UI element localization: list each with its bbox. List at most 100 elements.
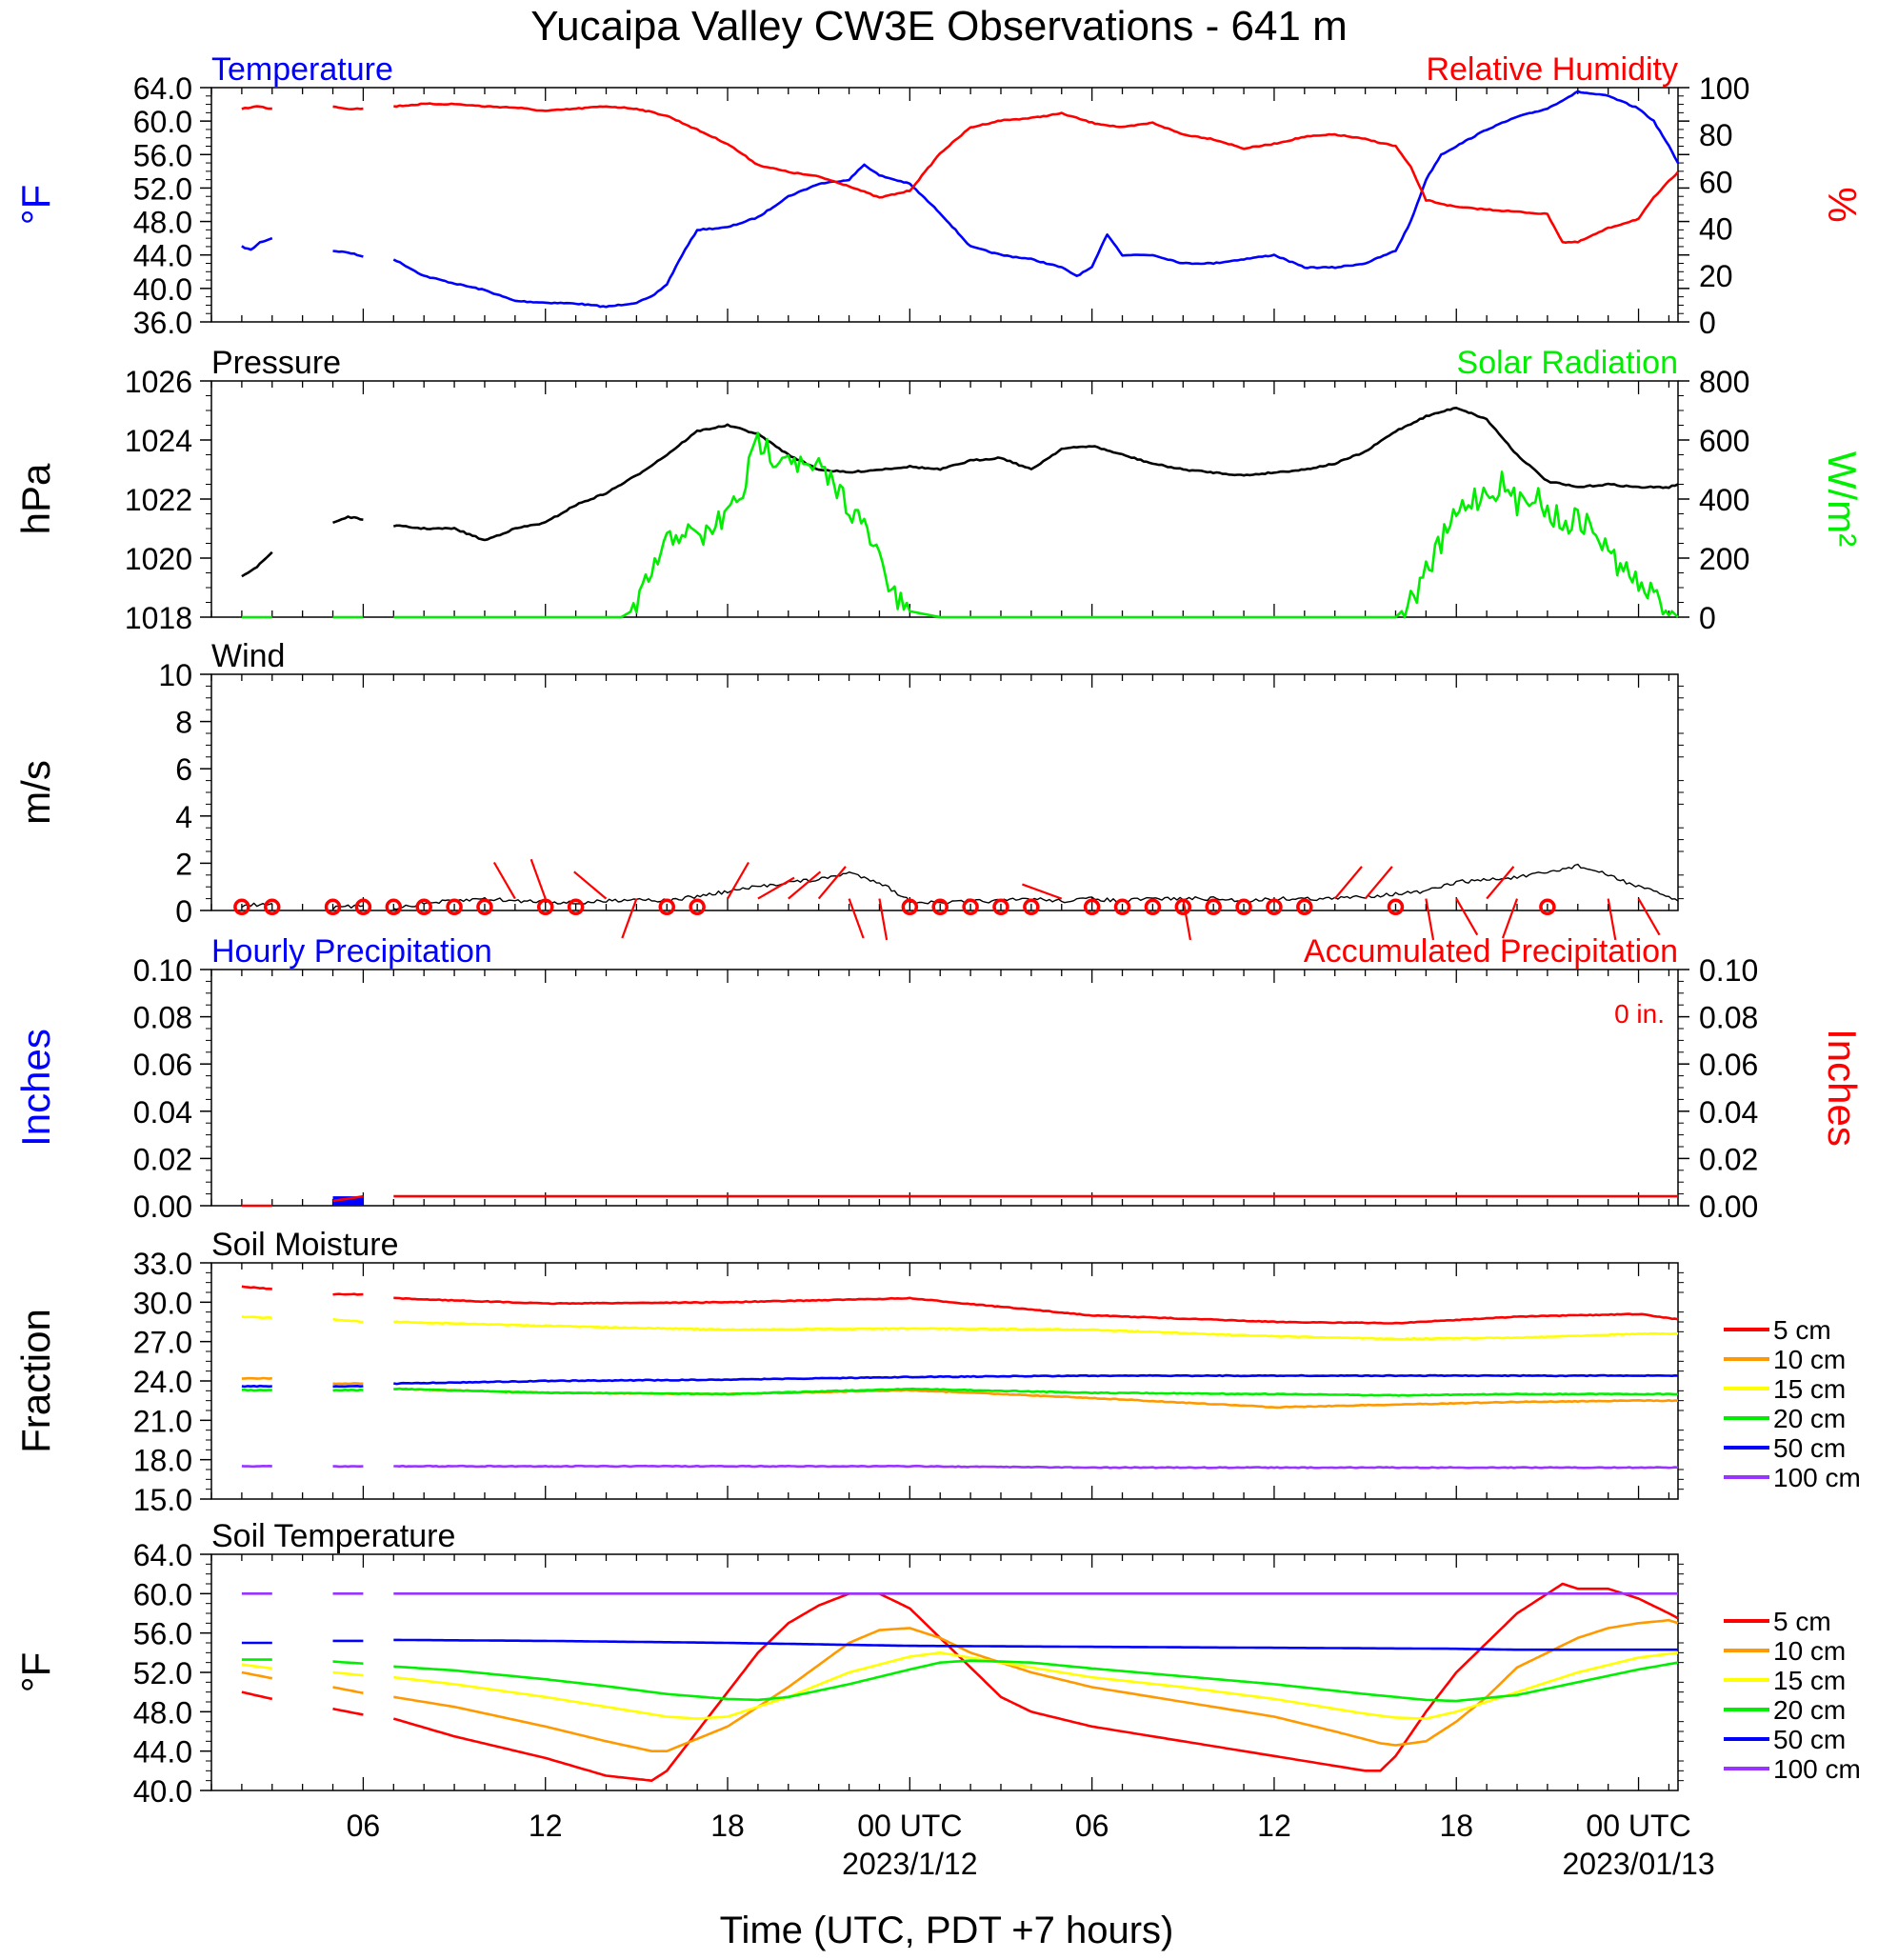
panel-frame — [210, 87, 1679, 323]
calm-wind-marker — [567, 898, 585, 916]
legend-label: 50 cm — [1773, 1725, 1846, 1754]
series-soil_temperature-5cm-seg2 — [392, 1582, 1679, 1782]
y-tick-label-left: 2 — [175, 847, 192, 881]
series-soil_moisture-20cm-seg2 — [393, 1387, 1679, 1397]
panel-frame — [210, 673, 1679, 911]
y-tick-label-right: 600 — [1699, 424, 1749, 458]
y-axis-label-left: °F — [13, 1652, 58, 1692]
calm-wind-marker — [1387, 898, 1405, 916]
calm-wind-marker — [536, 898, 554, 916]
wind-barb — [1486, 866, 1515, 900]
y-tick-label-left: 0.00 — [133, 1190, 192, 1224]
series-temperature_rh-0-seg1 — [332, 250, 364, 258]
y-axis-label-left: hPa — [13, 463, 58, 534]
panel-title-right: Relative Humidity — [1426, 51, 1678, 88]
series-soil_temperature-20cm-seg2 — [393, 1659, 1679, 1703]
panels: 64.060.056.052.048.044.040.036.010080604… — [13, 51, 1865, 1809]
wind-barb — [1022, 883, 1063, 900]
legend-label: 15 cm — [1773, 1666, 1846, 1695]
y-tick-label-left: 1018 — [125, 601, 192, 635]
series-soil_temperature-50cm-seg2 — [393, 1638, 1678, 1651]
series-soil_moisture-5cm-seg1 — [332, 1292, 364, 1296]
y-tick-label-left: 1026 — [125, 365, 192, 399]
x-tick-label: 06 — [1075, 1809, 1109, 1843]
calm-wind-marker — [1205, 898, 1222, 916]
calm-wind-marker — [385, 898, 403, 916]
series-precipitation-0-seg1 — [332, 1194, 364, 1203]
legend-label: 5 cm — [1773, 1315, 1831, 1345]
y-tick-label-left: 40.0 — [133, 272, 192, 307]
calm-wind-marker — [962, 898, 979, 916]
panel-precipitation: 0.10 0.08 0.06 0.04 0.02 0.00 0.10 0.08 0.06 0.04… — [13, 933, 1865, 1224]
x-tick-label: 00 UTC — [1586, 1809, 1690, 1843]
legend-label: 10 cm — [1773, 1345, 1846, 1374]
series-soil_moisture-5cm-seg0 — [241, 1285, 272, 1290]
y-tick-label-right: 0.06 — [1699, 1048, 1758, 1082]
wind-barb — [529, 858, 547, 899]
y-tick-label-left: 48.0 — [133, 206, 192, 240]
calm-wind-marker — [1266, 898, 1283, 916]
x-tick-label: 12 — [529, 1809, 563, 1843]
panel-title-left: Soil Temperature — [211, 1518, 455, 1554]
calm-wind-marker — [415, 898, 432, 916]
y-tick-label-left: 52.0 — [133, 1656, 192, 1690]
x-tick-label: 18 — [1439, 1809, 1473, 1843]
y-tick-label-left: 33.0 — [133, 1247, 192, 1281]
series-soil_temperature-10cm-seg2 — [393, 1618, 1679, 1752]
y-tick-label-left: 10 — [158, 658, 192, 692]
series-pressure_solar-0-seg1 — [332, 515, 364, 525]
calm-wind-marker — [992, 898, 1009, 916]
y-tick-label-left: 4 — [175, 800, 192, 834]
series-soil_moisture-100cm-seg0 — [241, 1465, 272, 1469]
calm-wind-marker — [476, 898, 493, 916]
legend-label: 5 cm — [1773, 1607, 1831, 1636]
y-tick-label-left: 0.04 — [133, 1095, 192, 1130]
wind-barb — [1182, 898, 1192, 941]
calm-wind-marker — [901, 898, 919, 916]
y-tick-label-right: 80 — [1699, 118, 1733, 152]
panel-wind: 10 8 6 4 2 0 Wind m/s — [13, 638, 1684, 941]
series-pressure_solar-0-seg0 — [241, 550, 273, 578]
calm-wind-marker — [233, 898, 250, 916]
y-tick-label-left: 0.10 — [133, 953, 192, 988]
series-soil_temperature-20cm-seg1 — [332, 1660, 364, 1665]
series-temperature_rh-1-seg2 — [393, 102, 1679, 244]
wind-barb — [1333, 866, 1363, 900]
y-tick-label-right: 40 — [1699, 212, 1733, 247]
series-soil_moisture-50cm-seg2 — [393, 1373, 1679, 1386]
y-tick-label-left: 64.0 — [133, 1538, 192, 1572]
y-axis-label-right: % — [1820, 187, 1865, 222]
series-soil_temperature-10cm-seg0 — [241, 1670, 273, 1680]
series-soil_temperature-5cm-seg0 — [241, 1690, 273, 1701]
x-tick-date: 2023/01/13 — [1562, 1847, 1714, 1881]
series-soil_temperature-15cm-seg1 — [332, 1670, 364, 1677]
y-tick-label-right: 0.04 — [1699, 1095, 1758, 1130]
calm-wind-marker — [1235, 898, 1252, 916]
panel-frame — [210, 969, 1679, 1207]
legend-label: 50 cm — [1773, 1433, 1846, 1463]
y-tick-label-left: 36.0 — [133, 306, 192, 340]
panel-title-left: Pressure — [211, 345, 341, 381]
calm-wind-marker — [446, 898, 463, 916]
calm-wind-marker — [354, 898, 372, 916]
series-soil_moisture-100cm-seg2 — [393, 1464, 1679, 1470]
series-soil_temperature-10cm-seg1 — [332, 1686, 364, 1694]
x-tick-label: 12 — [1257, 1809, 1291, 1843]
y-tick-label-left: 0.08 — [133, 1001, 192, 1035]
calm-wind-marker — [1113, 898, 1131, 916]
x-tick-date: 2023/1/12 — [842, 1847, 977, 1881]
y-axis-label-right: W/m² — [1820, 451, 1865, 547]
series-pressure_solar-0-seg2 — [392, 406, 1679, 542]
panel-title-left: Soil Moisture — [211, 1227, 399, 1263]
y-tick-label-left: 30.0 — [133, 1286, 192, 1320]
series-soil_moisture-10cm-seg0 — [241, 1376, 272, 1380]
panel-title-right: Accumulated Precipitation — [1304, 933, 1678, 970]
y-tick-label-left: 40.0 — [133, 1774, 192, 1809]
series-temperature_rh-0-seg2 — [392, 90, 1680, 309]
y-tick-label-right: 400 — [1699, 483, 1749, 517]
wind-barb — [727, 861, 749, 900]
y-tick-label-left: 21.0 — [133, 1404, 192, 1438]
series-wind-0-seg1 — [331, 903, 364, 910]
series-temperature_rh-1-seg0 — [241, 105, 272, 110]
panel-pressure_solar: 1026 1024 1022 1020 1018 800 600 400 200 0 Pressur… — [13, 345, 1865, 635]
